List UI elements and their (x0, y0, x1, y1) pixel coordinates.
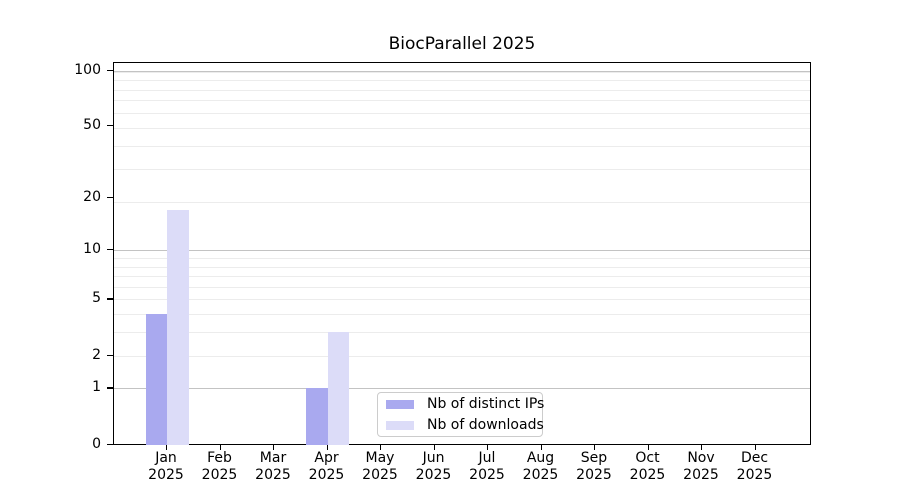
x-tick-mark (166, 445, 168, 450)
x-tick-label: Jan 2025 (134, 450, 198, 484)
x-tick-mark (326, 445, 328, 450)
legend-swatch-distinct-ips-icon (386, 399, 414, 409)
y-tick-mark (107, 443, 113, 445)
x-tick-year: 2025 (629, 467, 666, 483)
x-tick-mark (647, 445, 649, 450)
x-tick-year: 2025 (736, 467, 773, 483)
gridline-major (114, 250, 810, 252)
gridline-minor (114, 80, 810, 82)
y-tick-mark (107, 196, 113, 199)
x-tick-mark (273, 445, 275, 450)
x-tick-year: 2025 (148, 467, 184, 483)
gridline-minor (114, 112, 810, 114)
legend-label-distinct-ips: Nb of distinct IPs (427, 396, 545, 412)
gridline-major (114, 388, 810, 390)
gridline-major (114, 70, 810, 72)
gridline-minor (114, 266, 810, 268)
x-tick-mark (487, 445, 489, 450)
x-tick-mark (433, 445, 435, 450)
x-tick-year: 2025 (255, 467, 291, 483)
y-tick-mark (107, 69, 113, 71)
legend-row-distinct-ips: Nb of distinct IPs (386, 395, 544, 413)
gridline-minor (114, 145, 810, 147)
x-tick-year: 2025 (308, 467, 345, 483)
y-tick-label: 1 (92, 379, 101, 396)
y-tick-label: 2 (92, 346, 101, 363)
x-tick-year: 2025 (362, 467, 398, 483)
y-tick-label: 0 (92, 435, 101, 452)
gridline-minor (114, 127, 810, 129)
x-tick-mark (701, 445, 703, 450)
x-tick-mark (540, 445, 542, 450)
y-tick-label: 50 (83, 117, 101, 134)
x-tick-label: May 2025 (348, 450, 412, 484)
x-tick-mark (380, 445, 382, 450)
gridline-minor (114, 332, 810, 334)
x-tick-label: Mar 2025 (241, 450, 305, 484)
x-tick-mark (754, 445, 756, 450)
y-tick-label: 20 (83, 188, 101, 205)
x-tick-label: Jul 2025 (455, 450, 519, 484)
y-tick-label: 5 (92, 290, 101, 307)
bar-apr-downloads (327, 332, 349, 445)
legend-label-downloads: Nb of downloads (427, 417, 544, 433)
x-tick-year: 2025 (576, 467, 612, 483)
y-tick-mark (107, 354, 113, 356)
legend-row-downloads: Nb of downloads (386, 416, 544, 434)
x-tick-label: Sep 2025 (562, 450, 626, 484)
x-tick-year: 2025 (522, 467, 559, 483)
x-tick-label: Dec 2025 (723, 450, 787, 484)
x-tick-label: Nov 2025 (669, 450, 733, 484)
x-tick-year: 2025 (683, 467, 719, 483)
gridline-minor (114, 299, 810, 301)
gridline-minor (114, 71, 810, 73)
bar-jan-distinct-ips (145, 314, 167, 445)
bar-apr-distinct-ips (306, 388, 328, 445)
gridline-minor (114, 286, 810, 288)
x-tick-label: Feb 2025 (188, 450, 252, 484)
legend-swatch-downloads-icon (386, 420, 414, 430)
y-tick-mark (107, 387, 113, 389)
bar-jan-downloads (167, 210, 189, 445)
y-tick-mark (107, 249, 113, 251)
gridline-minor (114, 314, 810, 316)
x-tick-label: Aug 2025 (509, 450, 573, 484)
gridline-minor (114, 201, 810, 203)
plot-area (113, 62, 811, 445)
x-tick-label: Oct 2025 (616, 450, 680, 484)
y-tick-mark (107, 298, 113, 300)
gridline-minor (114, 169, 810, 171)
y-tick-mark (107, 125, 113, 127)
y-tick-label: 100 (74, 61, 101, 78)
y-tick-label: 10 (83, 241, 101, 258)
legend: Nb of distinct IPs Nb of downloads (377, 392, 544, 437)
gridline-minor (114, 276, 810, 278)
gridline-minor (114, 100, 810, 102)
gridline-minor (114, 258, 810, 259)
x-tick-mark (594, 445, 596, 450)
x-tick-label: Jun 2025 (402, 450, 466, 484)
gridline-minor (114, 89, 810, 91)
x-tick-year: 2025 (201, 467, 238, 483)
x-tick-year: 2025 (469, 467, 505, 483)
gridline-minor (114, 355, 810, 357)
x-tick-label: Apr 2025 (295, 450, 359, 484)
x-tick-year: 2025 (415, 467, 452, 483)
chart-title: BiocParallel 2025 (388, 34, 536, 54)
x-tick-mark (219, 445, 221, 450)
